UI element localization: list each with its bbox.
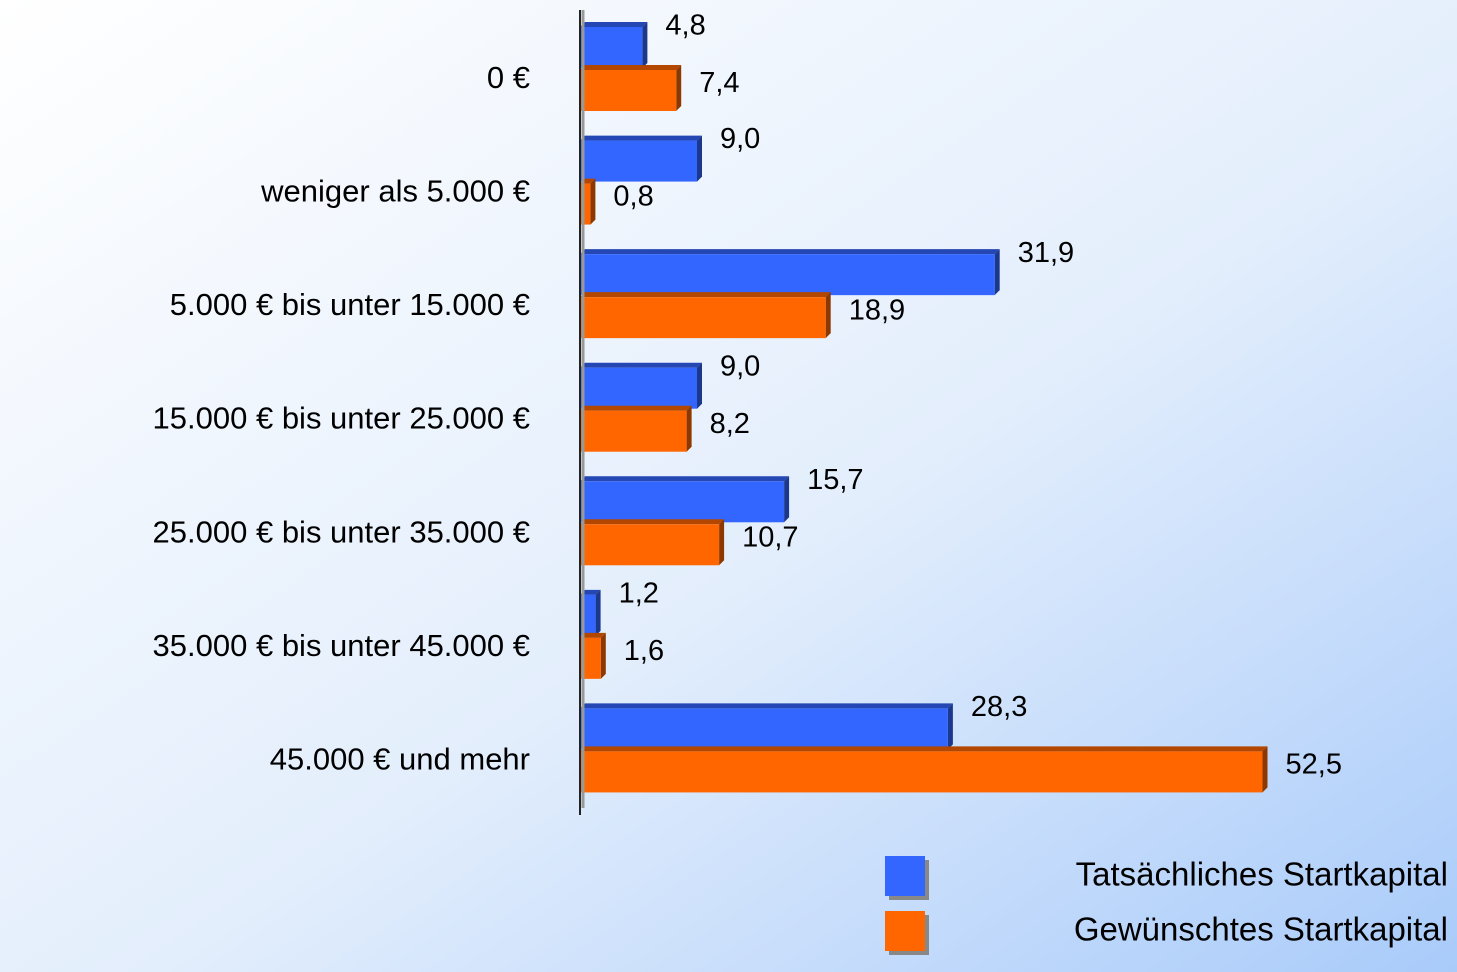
value-label: 9,0 — [720, 123, 760, 155]
bar-side — [686, 405, 692, 452]
value-label: 31,9 — [1018, 237, 1074, 269]
bar-side — [697, 362, 702, 409]
bar-side — [719, 519, 725, 566]
bar-top — [580, 292, 831, 298]
bar — [580, 292, 831, 339]
bar-top — [580, 65, 682, 70]
bar-side — [595, 589, 601, 636]
value-label: 7,4 — [699, 67, 739, 99]
bar-top — [580, 746, 1268, 752]
bar-top — [580, 476, 790, 482]
value-label: 52,5 — [1286, 749, 1342, 781]
legend-swatch — [885, 911, 925, 951]
bar-top — [580, 519, 725, 525]
bar-top — [580, 249, 1000, 255]
value-label: 0,8 — [613, 181, 653, 213]
bar — [580, 135, 702, 182]
y-tick-label: 25.000 € bis unter 35.000 € — [153, 514, 530, 549]
y-tick-label: 45.000 € und mehr — [270, 741, 530, 776]
bar-top — [580, 632, 606, 638]
y-tick-label: 0 € — [487, 60, 530, 95]
bar — [580, 22, 648, 68]
bar-side — [676, 65, 682, 111]
value-label: 10,7 — [742, 521, 798, 553]
bar-face — [580, 70, 677, 111]
bar — [580, 362, 702, 409]
legend-swatch — [885, 856, 925, 896]
bar — [580, 746, 1268, 793]
value-label: 28,3 — [971, 691, 1027, 723]
value-label: 1,2 — [619, 578, 659, 610]
bar — [580, 632, 606, 679]
bar-face — [580, 751, 1263, 793]
y-tick-label: 35.000 € bis unter 45.000 € — [153, 628, 530, 663]
bar-side — [825, 292, 831, 339]
bar-face — [580, 183, 591, 225]
bar-side — [994, 249, 1000, 296]
legend-label: Gewünschtes Startkapital — [1074, 911, 1448, 948]
value-label: 1,6 — [624, 635, 664, 667]
bar — [580, 405, 692, 452]
bar-side — [697, 135, 702, 182]
bar-top — [580, 135, 702, 141]
value-label: 18,9 — [849, 294, 905, 326]
y-tick-label: 15.000 € bis unter 25.000 € — [153, 401, 530, 436]
y-tick-label: 5.000 € bis unter 15.000 € — [170, 287, 530, 322]
bar-side — [590, 178, 596, 225]
bar — [580, 519, 725, 566]
bar-face — [580, 297, 826, 339]
value-label: 4,8 — [665, 10, 705, 42]
bar-top — [580, 362, 702, 368]
bar-top — [580, 589, 601, 595]
bar-face — [580, 27, 643, 68]
bar — [580, 476, 790, 523]
bar-face — [580, 481, 785, 523]
value-label: 8,2 — [710, 408, 750, 440]
bar-face — [580, 140, 697, 182]
bar-top — [580, 405, 692, 411]
value-label: 9,0 — [720, 350, 760, 382]
bar — [580, 703, 953, 750]
bar-face — [580, 637, 601, 679]
value-label: 15,7 — [807, 464, 863, 496]
bar-top — [580, 22, 648, 27]
bar-face — [580, 367, 697, 409]
bar-face — [580, 524, 720, 566]
bar — [580, 65, 682, 111]
bar-face — [580, 254, 995, 296]
bar — [580, 249, 1000, 296]
bar-side — [947, 703, 953, 750]
bar-face — [580, 410, 687, 452]
bar-side — [642, 22, 648, 68]
bar-side — [1262, 746, 1268, 793]
bar-top — [580, 703, 953, 709]
y-tick-label: weniger als 5.000 € — [260, 174, 530, 209]
bar-side — [784, 476, 790, 523]
legend-label: Tatsächliches Startkapital — [1076, 856, 1448, 893]
bar-face — [580, 708, 948, 750]
bar-side — [600, 632, 606, 679]
